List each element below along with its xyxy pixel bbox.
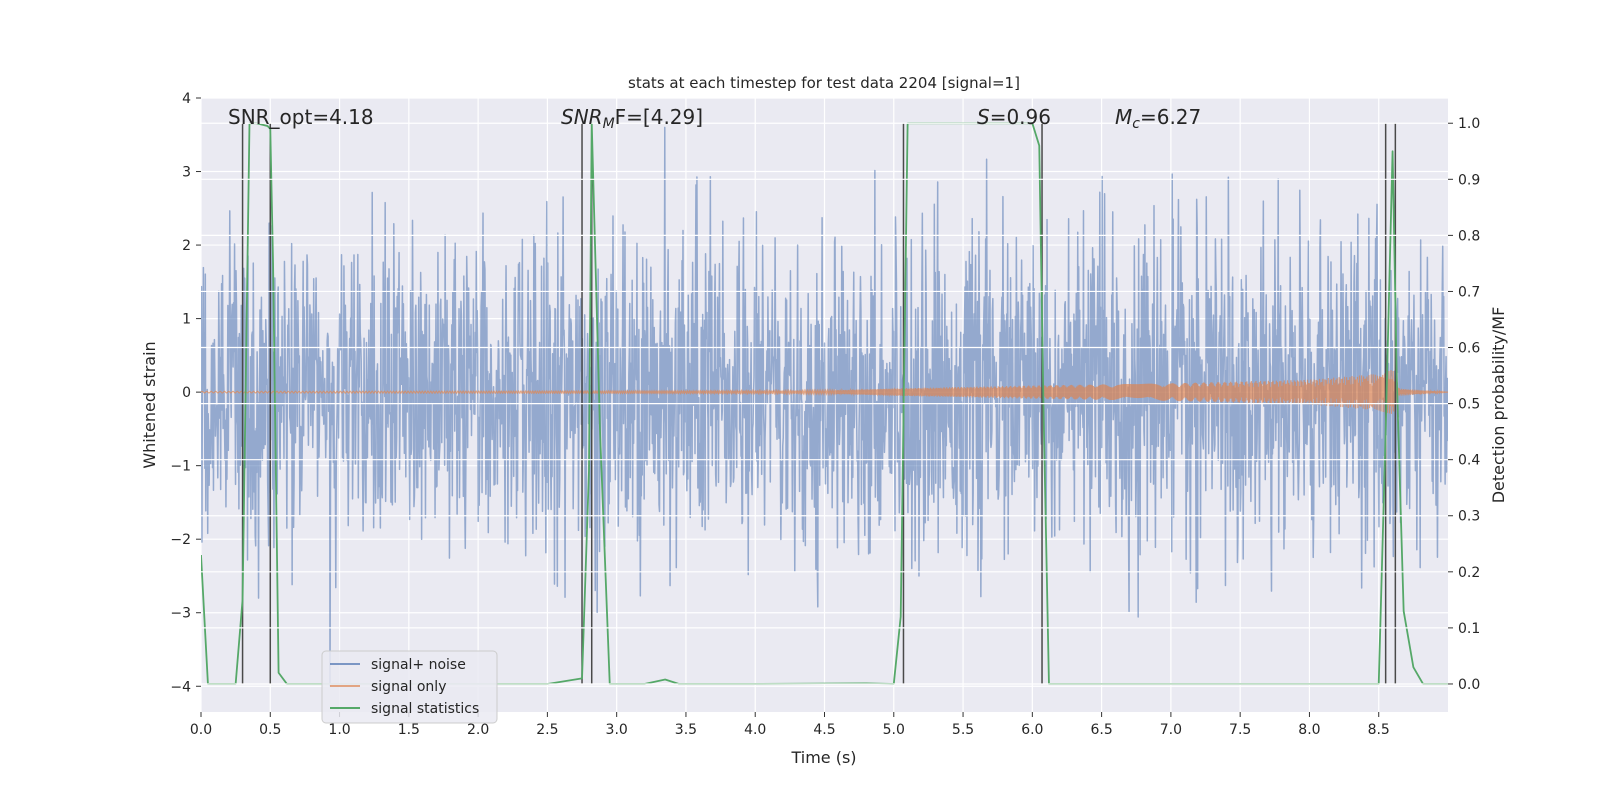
y-tick-label: 3 — [182, 165, 191, 181]
y-tick-label: 2 — [182, 238, 191, 254]
y2-tick-label: 1.0 — [1458, 116, 1480, 132]
x-tick-label: 0.0 — [190, 722, 212, 738]
x-tick-label: 2.5 — [536, 722, 558, 738]
y2-tick-label: 0.0 — [1458, 677, 1480, 693]
y2-tick-label: 0.1 — [1458, 621, 1480, 637]
y2-gridlines — [201, 122, 1448, 685]
x-tick-label: 7.0 — [1160, 722, 1182, 738]
annotation-snr-mf: SNRMF=[4.29] — [561, 105, 703, 132]
annotation-s: S=0.96 — [977, 105, 1051, 129]
y-tick-label: −3 — [170, 606, 191, 622]
x-tick-label: 1.0 — [328, 722, 350, 738]
y-tick-label: 1 — [182, 312, 191, 328]
y-tick-label: −2 — [170, 532, 191, 548]
legend-label-signal-only: signal only — [371, 679, 446, 695]
x-tick-label: 3.5 — [675, 722, 697, 738]
y2-tick-label: 0.9 — [1458, 172, 1480, 188]
legend-box — [321, 650, 498, 724]
y2-tick-label: 0.3 — [1458, 509, 1480, 525]
chart-title: stats at each timestep for test data 220… — [628, 74, 1020, 92]
x-tick-label: 4.5 — [813, 722, 835, 738]
series-signal-only — [201, 370, 1448, 414]
x-tick-label: 7.5 — [1229, 722, 1251, 738]
x-tick-label: 8.5 — [1368, 722, 1390, 738]
annotation-mc: Mc=6.27 — [1115, 105, 1201, 132]
y-tick-label: −1 — [170, 459, 191, 475]
legend-label-signal-statistics: signal statistics — [371, 701, 479, 717]
annotation-snr-opt: SNR_opt=4.18 — [228, 105, 374, 129]
y2-axis-label: Detection probability/MF — [1489, 307, 1508, 504]
legend-label-signal-noise: signal+ noise — [371, 657, 466, 673]
y2-tick-label: 0.4 — [1458, 453, 1480, 469]
y2-tick-label: 0.8 — [1458, 228, 1480, 244]
x-tick-label: 2.0 — [467, 722, 489, 738]
series-signal-statistics — [201, 122, 1448, 685]
x-tick-label: 5.0 — [883, 722, 905, 738]
x-tick-label: 3.0 — [606, 722, 628, 738]
y2-tick-labels: 1.0 0.9 0.8 0.7 0.6 0.5 0.4 0.3 0.2 0.1 0.0 — [1448, 116, 1480, 693]
x-tick-label: 8.0 — [1298, 722, 1320, 738]
legend: signal+ noise signal only signal statist… — [321, 650, 498, 724]
series-signal-noise — [201, 126, 1448, 687]
y-tick-label: −4 — [170, 679, 191, 695]
y2-tick-label: 0.6 — [1458, 341, 1480, 357]
y2-tick-label: 0.7 — [1458, 284, 1480, 300]
y-axis-label: Whitened strain — [140, 341, 159, 468]
x-axis-label: Time (s) — [790, 748, 856, 767]
x-tick-label: 5.5 — [952, 722, 974, 738]
y2-tick-label: 0.5 — [1458, 397, 1480, 413]
x-tick-labels: 0.0 0.5 1.0 1.5 2.0 2.5 3.0 3.5 4.0 4.5 5.0 5.5 6.0 6… — [190, 712, 1390, 738]
x-tick-label: 1.5 — [398, 722, 420, 738]
y-tick-labels: 4 3 2 1 0 −1 −2 −3 −4 — [170, 91, 201, 695]
y-tick-label: 0 — [182, 385, 191, 401]
y-tick-label: 4 — [182, 91, 191, 107]
x-tick-label: 4.0 — [744, 722, 766, 738]
x-tick-label: 6.0 — [1021, 722, 1043, 738]
x-tick-label: 6.5 — [1090, 722, 1112, 738]
x-tick-label: 0.5 — [259, 722, 281, 738]
y2-tick-label: 0.2 — [1458, 565, 1480, 581]
